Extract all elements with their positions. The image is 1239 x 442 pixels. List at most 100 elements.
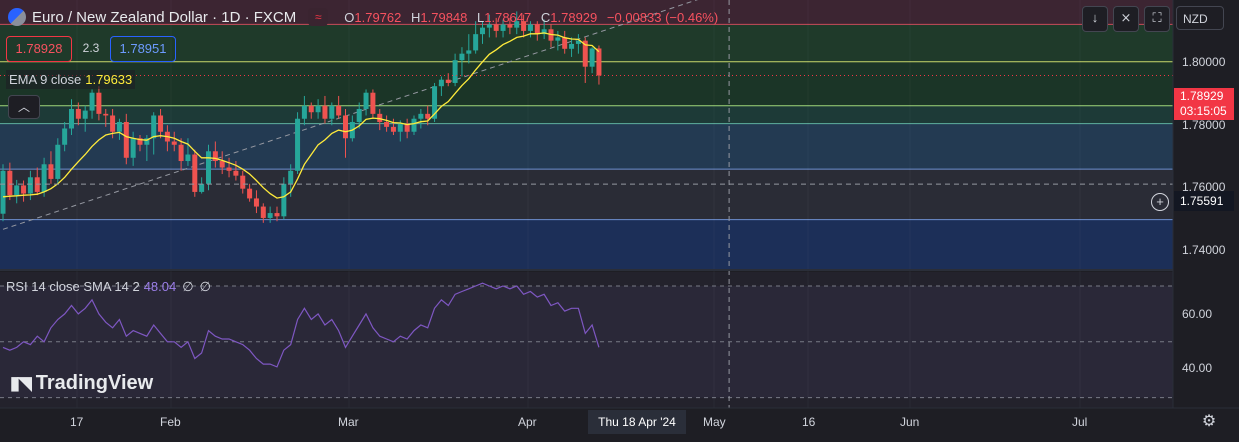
candle-body	[171, 141, 177, 145]
candle-body	[390, 126, 396, 132]
candle-body	[48, 164, 54, 179]
candle-body	[267, 213, 273, 218]
candle-body	[322, 105, 328, 119]
candle-body	[34, 177, 40, 192]
arrow-down-icon: ↓	[1091, 10, 1099, 25]
crosshair-date-label: Thu 18 Apr '24	[588, 410, 686, 434]
arrow-down-button[interactable]: ↓	[1082, 6, 1108, 32]
candle-body	[295, 118, 301, 171]
price-zone-band	[0, 219, 1173, 270]
tradingview-logo[interactable]: ▮◥ TradingView	[10, 372, 153, 395]
ohlc-readout: O1.79762 H1.79848 L1.78647 C1.78929 −0.0…	[344, 10, 724, 25]
candle-body	[582, 40, 588, 67]
change-value: −0.00833 (−0.46%)	[606, 9, 719, 25]
ema-legend[interactable]: EMA 9 close 1.79633	[6, 70, 136, 89]
sell-price-button[interactable]: 1.78928	[6, 36, 72, 62]
candle-body	[151, 115, 157, 139]
open-label: O	[344, 9, 355, 25]
price-tick-label: 1.74000	[1182, 243, 1226, 257]
candle-body	[178, 144, 184, 162]
price-zone-band	[0, 123, 1173, 170]
double-chevron-icon: ⨯	[1120, 10, 1132, 25]
candle-body	[370, 92, 376, 114]
candle-body	[260, 206, 266, 218]
rsi-path	[2, 282, 600, 368]
rsi-legend[interactable]: RSI 14 close SMA 14 2 48.04 ∅ ∅	[6, 279, 211, 295]
candle-body	[432, 86, 438, 119]
candle-body	[206, 151, 211, 184]
collapse-legend-button[interactable]: ︿	[8, 95, 40, 119]
candle-body	[281, 183, 287, 217]
candle-body	[82, 110, 88, 119]
collapse-toolbar-button[interactable]: ⨯	[1113, 6, 1139, 32]
candle-body	[507, 24, 513, 28]
candle-body	[110, 115, 116, 132]
close-label: C	[540, 9, 551, 25]
candle-body	[123, 121, 129, 158]
add-alert-icon[interactable]: +	[1151, 193, 1169, 211]
candle-body	[116, 121, 122, 132]
candle-body	[473, 34, 479, 51]
candle-body	[445, 79, 451, 83]
candle-body	[69, 108, 74, 129]
candle-body	[55, 144, 61, 179]
candle-body	[466, 50, 472, 54]
candle-body	[534, 24, 540, 35]
tradingview-mark-icon: ▮◥	[10, 373, 32, 393]
candle-body	[89, 92, 95, 111]
candle-body	[452, 60, 458, 83]
candle-body	[569, 43, 575, 49]
price-zone-band	[0, 169, 1173, 220]
candle-body	[384, 121, 390, 127]
price-tick-label: 1.78000	[1182, 118, 1226, 132]
candle-body	[315, 105, 321, 113]
candle-body	[527, 24, 533, 31]
candle-body	[240, 175, 246, 189]
candle-body	[14, 185, 20, 196]
candle-body	[219, 161, 225, 168]
candle-body	[329, 105, 335, 119]
chevron-up-icon: ︿	[17, 100, 30, 114]
time-tick-label: Mar	[338, 415, 359, 429]
symbol-title[interactable]: Euro / New Zealand Dollar · 1D · FXCM	[32, 8, 297, 26]
time-tick-label: 16	[802, 415, 816, 429]
rsi-pane	[0, 272, 1173, 408]
ema-path	[2, 32, 600, 199]
candle-body	[336, 105, 342, 116]
candle-body	[274, 213, 280, 217]
candle-body	[199, 183, 205, 192]
candle-body	[411, 118, 417, 132]
crosshair	[0, 0, 1173, 408]
candle-body	[480, 27, 485, 35]
candle-body	[41, 164, 47, 192]
price-zone-band	[0, 0, 1173, 25]
open-value: 1.79762	[354, 9, 402, 25]
candle-body	[75, 108, 81, 119]
price-tick-label: 1.80000	[1182, 55, 1226, 69]
settings-gear-icon[interactable]: ⚙	[1201, 413, 1217, 430]
candle-body	[96, 92, 102, 114]
ema-value: 1.79633	[85, 72, 133, 87]
candle-body	[589, 48, 595, 67]
ema-label: EMA 9 close	[9, 72, 82, 87]
candle-body	[253, 198, 259, 207]
candle-body	[356, 108, 362, 122]
market-status-icon[interactable]: ≈	[308, 8, 329, 26]
currency-selector[interactable]: NZD	[1176, 6, 1224, 30]
candle-body	[486, 24, 492, 28]
high-value: 1.79848	[420, 9, 468, 25]
buy-price-button[interactable]: 1.78951	[110, 36, 176, 62]
rsi-tick-label: 40.00	[1182, 361, 1213, 375]
candle-body	[0, 170, 6, 214]
price-tick-label: 1.76000	[1182, 180, 1226, 194]
candle-body	[192, 154, 198, 192]
candle-body	[363, 92, 369, 109]
rsi-extra-2: ∅	[199, 279, 211, 294]
price-zone-band	[0, 105, 1173, 124]
time-tick-label: 17	[70, 415, 84, 429]
close-value: 1.78929	[550, 9, 598, 25]
ema-line	[0, 32, 1173, 199]
bar-countdown: 03:15:05	[1180, 104, 1227, 118]
fullscreen-button[interactable]: ⛶	[1144, 6, 1170, 32]
